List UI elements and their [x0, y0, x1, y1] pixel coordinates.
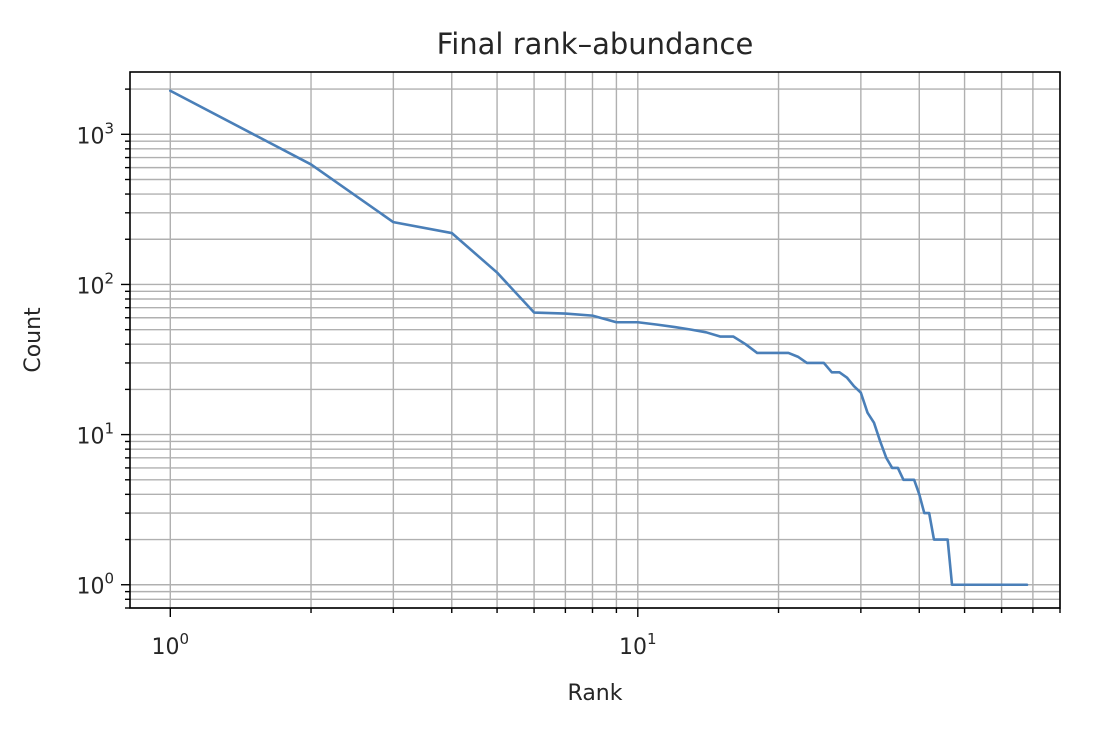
- series-line: [168, 89, 1029, 587]
- x-axis-label: Rank: [568, 681, 623, 706]
- y-axis-label: Count: [21, 307, 46, 373]
- ticks: 100 101 100 101 102 103: [76, 88, 1061, 660]
- x-tick-label: 101: [619, 630, 657, 660]
- x-tick-label: 100: [152, 630, 190, 660]
- y-tick-label: 102: [76, 269, 114, 299]
- grid: [130, 72, 1061, 609]
- y-tick-label: 101: [76, 420, 114, 450]
- chart-title: Final rank–abundance: [437, 27, 754, 61]
- plot-area: [168, 89, 1029, 587]
- y-tick-label: 100: [76, 570, 114, 600]
- axes-frame: [129, 71, 1061, 609]
- y-tick-label: 103: [76, 119, 114, 149]
